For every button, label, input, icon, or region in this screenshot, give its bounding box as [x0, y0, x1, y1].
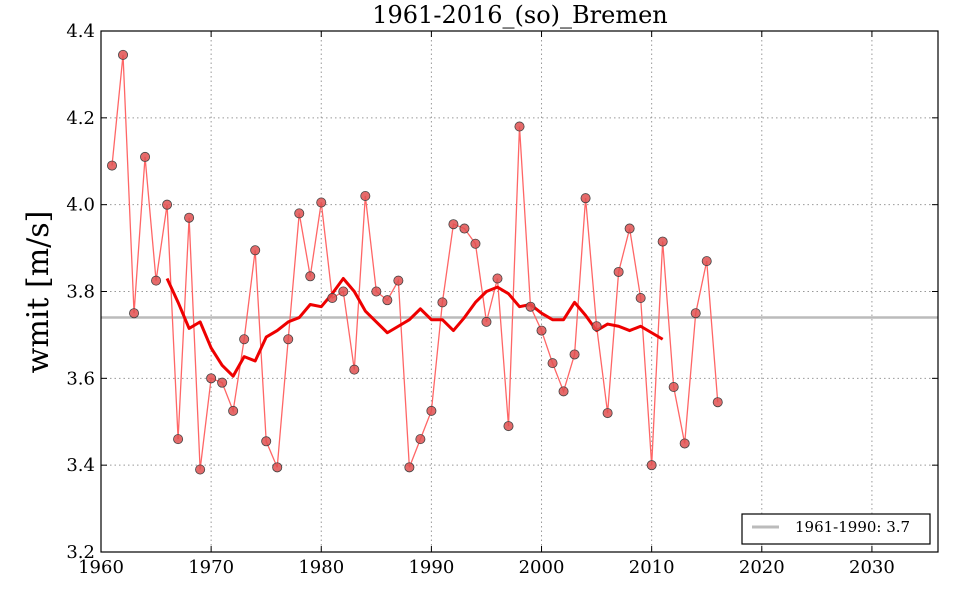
annual-data-point — [481, 316, 492, 327]
annual-data-point — [613, 266, 624, 277]
annual-data-point — [536, 325, 547, 336]
annual-data-point — [624, 223, 635, 234]
annual-data-point — [239, 334, 250, 345]
annual-data-point — [371, 286, 382, 297]
y-tick-label: 3.4 — [66, 455, 95, 476]
grid — [101, 31, 938, 552]
annual-data-point — [646, 460, 657, 471]
annual-data-point — [657, 236, 668, 247]
annual-data-point — [151, 275, 162, 286]
annual-data-point — [635, 293, 646, 304]
annual-data-point — [426, 405, 437, 416]
annual-data-point — [569, 349, 580, 360]
series-layer — [101, 49, 938, 475]
annual-data-point — [525, 301, 536, 312]
annual-data-point — [382, 295, 393, 306]
annual-data-point — [415, 434, 426, 445]
annual-data-point — [360, 190, 371, 201]
annual-data-point — [602, 408, 613, 419]
annual-data-point — [217, 377, 228, 388]
annual-data-point — [294, 208, 305, 219]
annual-data-point — [690, 308, 701, 319]
annual-data-point — [558, 386, 569, 397]
annual-data-point — [701, 256, 712, 267]
annual-data-point — [195, 464, 206, 475]
ticks: 1960 1970 1980 1990 2000 2010 2020 2030 3.2 3.4 3.… — [66, 21, 938, 578]
annual-data-point — [459, 223, 470, 234]
x-tick-label: 2010 — [629, 557, 675, 578]
annual-data-point — [492, 273, 503, 284]
legend: 1961-1990: 3.7 — [741, 513, 931, 545]
annual-data-point — [305, 271, 316, 282]
x-tick-label: 1980 — [298, 557, 344, 578]
y-axis-label: wmit [m/s] — [21, 211, 56, 374]
annual-data-point — [338, 286, 349, 297]
annual-data-point — [316, 197, 327, 208]
x-tick-label: 1960 — [78, 557, 124, 578]
annual-data-point — [283, 334, 294, 345]
annual-data-point — [129, 308, 140, 319]
annual-data-point — [591, 321, 602, 332]
annual-data-point — [272, 462, 283, 473]
annual-data-point — [404, 462, 415, 473]
annual-data-point — [547, 358, 558, 369]
x-tick-label: 2030 — [849, 557, 895, 578]
y-tick-label: 3.2 — [66, 542, 95, 563]
annual-data-point — [261, 436, 272, 447]
annual-data-point — [668, 382, 679, 393]
y-tick-label: 4.4 — [66, 21, 95, 42]
annual-data-point — [140, 151, 151, 162]
annual-data-point — [327, 293, 338, 304]
annual-data-point — [437, 297, 448, 308]
annual-data-point — [470, 238, 481, 249]
annual-data-point — [393, 275, 404, 286]
annual-data-point — [228, 405, 239, 416]
annual-data-point — [206, 373, 217, 384]
x-tick-label: 1970 — [188, 557, 234, 578]
annual-data-point — [679, 438, 690, 449]
annual-data-point — [162, 199, 173, 210]
annual-data-point — [448, 219, 459, 230]
x-tick-label: 2020 — [739, 557, 785, 578]
legend-box — [741, 513, 931, 545]
y-tick-label: 4.2 — [66, 108, 95, 129]
x-tick-label: 2000 — [519, 557, 565, 578]
annual-data-point — [250, 245, 261, 256]
legend-entry-label: 1961-1990: 3.7 — [795, 518, 910, 536]
running-mean-line — [165, 276, 664, 378]
y-tick-label: 3.8 — [66, 282, 95, 303]
y-tick-label: 4.0 — [66, 195, 95, 216]
annual-data-point — [173, 434, 184, 445]
annual-data-point — [184, 212, 195, 223]
annual-data-point — [580, 193, 591, 204]
annual-data-point — [349, 364, 360, 375]
x-tick-label: 1990 — [408, 557, 454, 578]
annual-data-point — [107, 160, 118, 171]
annual-data-point — [514, 121, 525, 132]
annual-data-point — [118, 49, 129, 60]
annual-data-point — [712, 397, 723, 408]
chart-title: 1961-2016_(so)_Bremen — [372, 1, 668, 29]
y-tick-label: 3.6 — [66, 368, 95, 389]
annual-data-point — [503, 421, 514, 432]
